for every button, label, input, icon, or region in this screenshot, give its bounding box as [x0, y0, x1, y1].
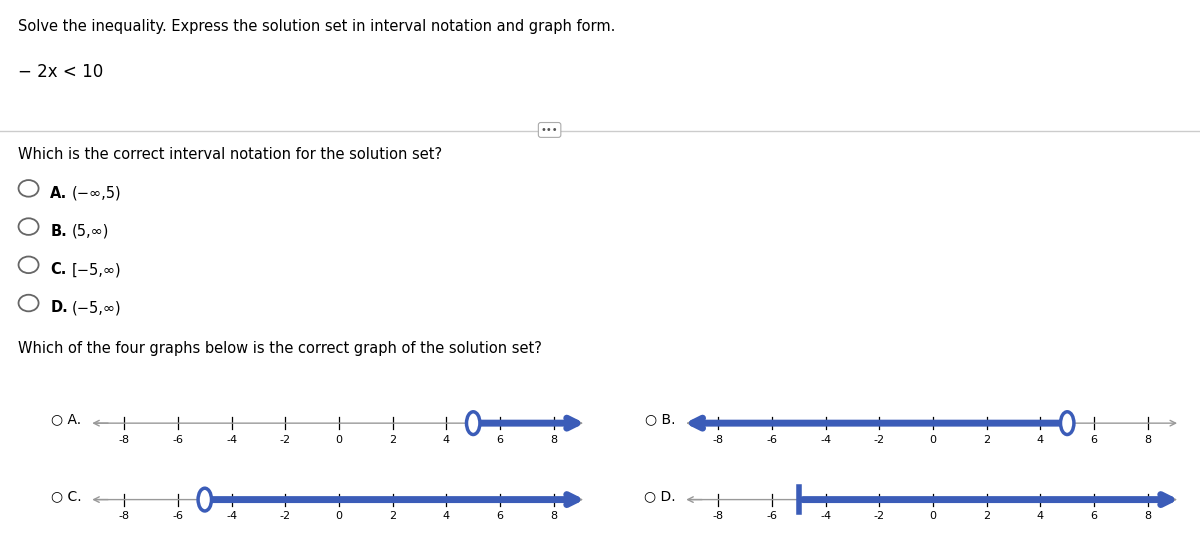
Text: -6: -6: [173, 435, 184, 444]
Circle shape: [18, 295, 38, 311]
Text: 0: 0: [336, 511, 342, 521]
Text: 4: 4: [443, 511, 450, 521]
Text: (5,∞): (5,∞): [72, 224, 109, 239]
Circle shape: [18, 218, 38, 235]
Text: 4: 4: [1037, 511, 1044, 521]
Text: [−5,∞): [−5,∞): [72, 262, 121, 277]
Text: B.: B.: [50, 224, 67, 239]
Text: 8: 8: [1144, 511, 1151, 521]
Text: ○ D.: ○ D.: [643, 489, 676, 503]
Text: 8: 8: [550, 511, 557, 521]
Text: -6: -6: [767, 435, 778, 444]
Text: -6: -6: [767, 511, 778, 521]
Text: -8: -8: [119, 511, 130, 521]
Text: A.: A.: [50, 186, 67, 200]
Text: ○ B.: ○ B.: [644, 413, 676, 426]
Text: Solve the inequality. Express the solution set in interval notation and graph fo: Solve the inequality. Express the soluti…: [18, 19, 616, 34]
Text: D.: D.: [50, 300, 68, 315]
Text: -2: -2: [280, 435, 290, 444]
Text: 6: 6: [497, 511, 504, 521]
Text: 0: 0: [930, 511, 936, 521]
Text: -2: -2: [874, 435, 884, 444]
Text: 4: 4: [1037, 435, 1044, 444]
Text: -6: -6: [173, 511, 184, 521]
Text: •••: •••: [541, 125, 558, 135]
Text: C.: C.: [50, 262, 67, 277]
Text: -4: -4: [820, 435, 832, 444]
Circle shape: [18, 257, 38, 273]
Text: 4: 4: [443, 435, 450, 444]
Text: 6: 6: [497, 435, 504, 444]
Circle shape: [18, 180, 38, 197]
Text: 8: 8: [550, 435, 557, 444]
Text: -4: -4: [820, 511, 832, 521]
Text: -8: -8: [119, 435, 130, 444]
Text: 2: 2: [389, 511, 396, 521]
Text: -4: -4: [226, 435, 238, 444]
Text: − 2x < 10: − 2x < 10: [18, 63, 103, 81]
Circle shape: [467, 412, 480, 435]
Circle shape: [198, 488, 211, 511]
Text: -4: -4: [226, 511, 238, 521]
Text: 2: 2: [389, 435, 396, 444]
Text: ○ C.: ○ C.: [50, 489, 82, 503]
Circle shape: [1061, 412, 1074, 435]
Text: 2: 2: [983, 511, 990, 521]
Text: 8: 8: [1144, 435, 1151, 444]
Text: 2: 2: [983, 435, 990, 444]
Text: 6: 6: [1091, 511, 1098, 521]
Text: -8: -8: [713, 511, 724, 521]
Text: Which of the four graphs below is the correct graph of the solution set?: Which of the four graphs below is the co…: [18, 341, 542, 356]
Text: 0: 0: [336, 435, 342, 444]
Text: (−∞,5): (−∞,5): [72, 186, 121, 200]
Text: Which is the correct interval notation for the solution set?: Which is the correct interval notation f…: [18, 147, 442, 162]
Text: -8: -8: [713, 435, 724, 444]
Text: 0: 0: [930, 435, 936, 444]
Text: (−5,∞): (−5,∞): [72, 300, 121, 315]
Text: -2: -2: [280, 511, 290, 521]
Text: -2: -2: [874, 511, 884, 521]
Text: 6: 6: [1091, 435, 1098, 444]
Text: ○ A.: ○ A.: [52, 413, 82, 426]
